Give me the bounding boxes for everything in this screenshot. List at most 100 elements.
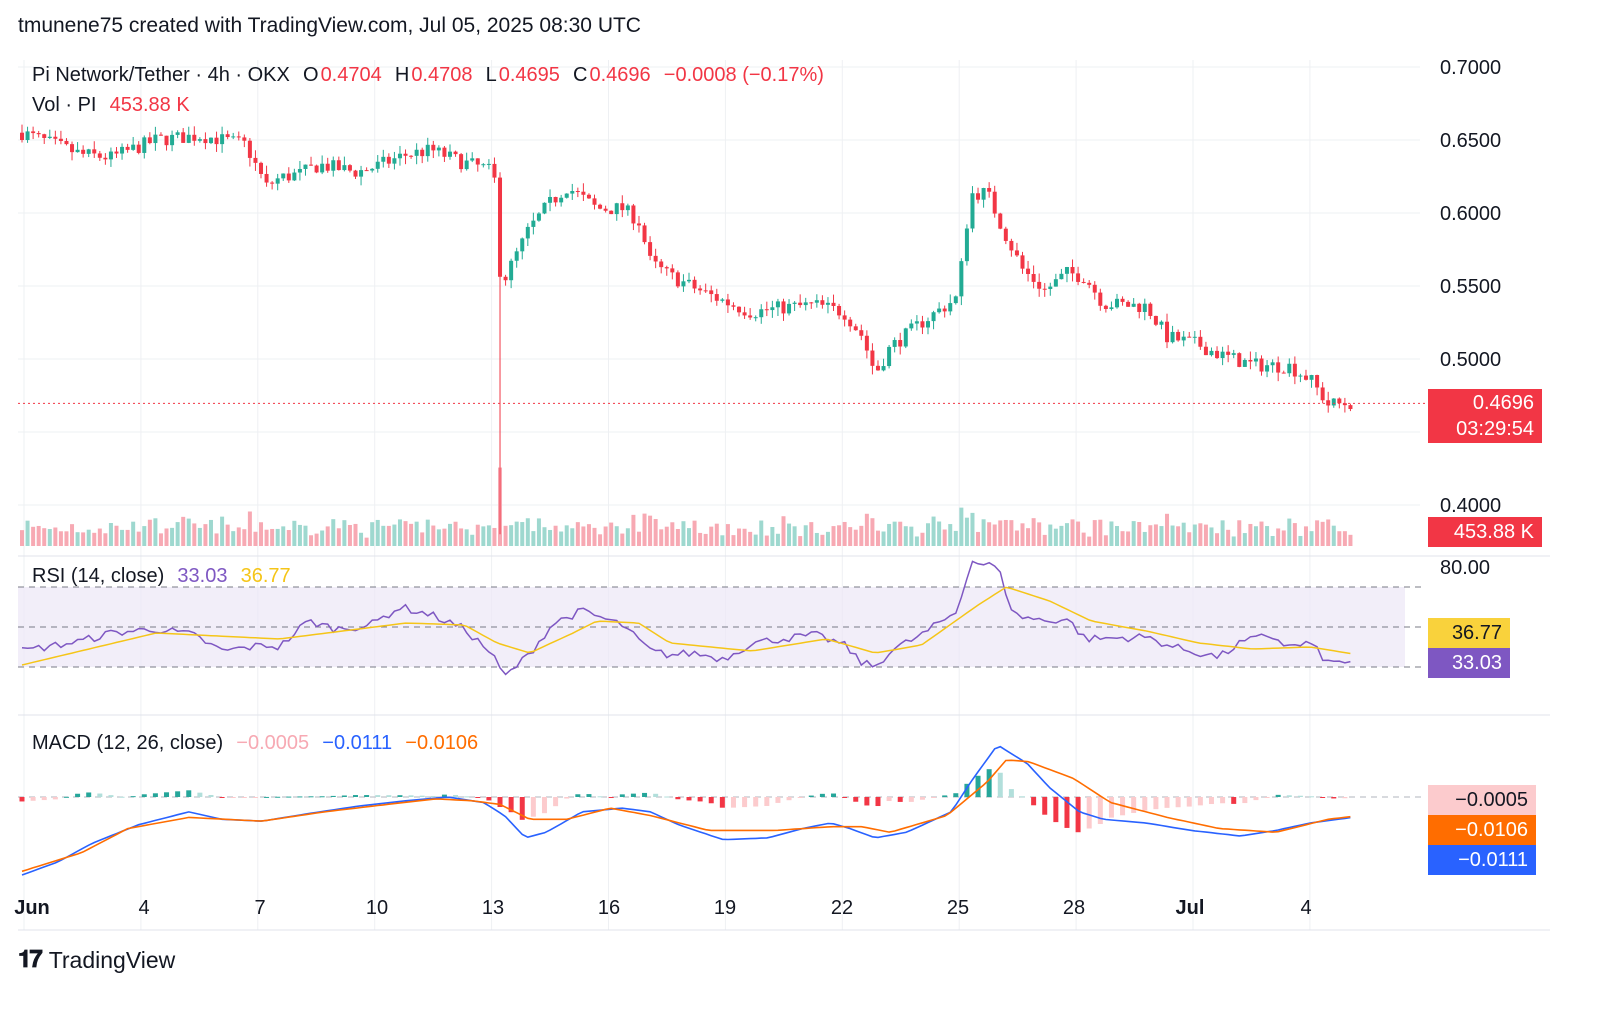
- candle-body: [903, 328, 908, 347]
- candle-body: [1276, 362, 1281, 373]
- volume-bar: [1031, 518, 1036, 546]
- macd-legend: MACD (12, 26, close) −0.0005 −0.0111 −0.…: [32, 732, 480, 755]
- macd-histogram-bar: [1186, 797, 1192, 807]
- candle-body: [598, 204, 603, 209]
- candle-body: [737, 306, 742, 313]
- volume-bar: [392, 524, 397, 546]
- candle-body: [987, 188, 992, 192]
- macd-histogram-bar: [1309, 796, 1315, 798]
- volume-bar: [431, 525, 436, 546]
- volume-bar: [998, 520, 1003, 546]
- candle-body: [825, 302, 830, 305]
- macd-histogram-bar: [653, 793, 659, 797]
- macd-histogram-bar: [1153, 797, 1159, 810]
- volume-value: 453.88 K: [109, 94, 190, 116]
- candle-body: [31, 131, 36, 134]
- volume-bar: [336, 528, 341, 546]
- volume-bar: [1309, 531, 1314, 546]
- open-value: 0.4704: [320, 64, 382, 86]
- macd-histogram-bar: [931, 797, 937, 798]
- volume-bar: [770, 527, 775, 546]
- volume-bar: [1014, 530, 1019, 546]
- candle-body: [514, 251, 519, 261]
- volume-bar: [425, 519, 430, 546]
- candle-body: [475, 158, 480, 165]
- macd-histogram-bar: [308, 796, 314, 798]
- volume-bar: [103, 533, 108, 546]
- price-tick-label: 0.5500: [1440, 276, 1501, 298]
- candle-body: [381, 156, 386, 162]
- candle-body: [720, 299, 725, 301]
- price-legend: Pi Network/Tether · 4h · OKX O 0.4704 H 0.…: [32, 64, 826, 87]
- candle-body: [231, 136, 236, 138]
- volume-bar: [164, 528, 169, 546]
- macd-histogram-bar: [1164, 797, 1170, 808]
- volume-bar: [281, 526, 286, 546]
- candle-body: [470, 158, 475, 161]
- candle-body: [375, 161, 380, 169]
- candle-body: [1326, 400, 1331, 406]
- brand-label[interactable]: TradingView: [48, 946, 176, 973]
- volume-bar: [976, 531, 981, 546]
- time-tick-label: 25: [947, 897, 969, 919]
- volume-label[interactable]: Vol · PI: [32, 94, 97, 116]
- macd-histogram-bar: [541, 797, 547, 814]
- candle-body: [1048, 286, 1053, 290]
- volume-bar: [420, 532, 425, 546]
- volume-bar: [86, 529, 91, 546]
- price-tick-label: 0.4000: [1440, 495, 1501, 517]
- candle-body: [292, 172, 297, 181]
- macd-histogram-bar: [408, 795, 414, 797]
- volume-bar: [364, 537, 369, 546]
- volume-bar: [864, 513, 869, 546]
- time-tick-label: Jul: [1176, 897, 1205, 919]
- candle-body: [414, 149, 419, 156]
- volume-bar: [175, 522, 180, 546]
- candle-body: [325, 163, 330, 171]
- macd-label[interactable]: MACD (12, 26, close): [32, 732, 224, 754]
- volume-bar: [1187, 532, 1192, 546]
- candle-body: [97, 153, 102, 158]
- volume-bar: [1053, 528, 1058, 546]
- macd-histogram-bar: [530, 797, 536, 817]
- volume-bar: [1176, 526, 1181, 546]
- volume-bar: [120, 529, 125, 546]
- volume-bar: [714, 523, 719, 546]
- volume-bar: [1220, 520, 1225, 546]
- volume-bar: [131, 521, 136, 546]
- volume-bar: [748, 531, 753, 546]
- volume-bar: [542, 527, 547, 546]
- candle-body: [1159, 321, 1164, 325]
- candle-body: [331, 160, 336, 171]
- macd-histogram-bar: [230, 797, 236, 798]
- candle-body: [147, 137, 152, 144]
- candle-body: [781, 301, 786, 314]
- volume-bar: [75, 532, 80, 546]
- change-value: −0.0008 (−0.17%): [663, 64, 824, 86]
- candle-body: [926, 321, 931, 328]
- volume-bar: [659, 529, 664, 546]
- rsi-label[interactable]: RSI (14, close): [32, 565, 165, 587]
- volume-bar: [642, 513, 647, 546]
- macd-histogram-bar: [175, 791, 181, 797]
- volume-bar: [1253, 526, 1258, 546]
- symbol-label[interactable]: Pi Network/Tether · 4h · OKX: [32, 64, 290, 86]
- volume-bar: [309, 535, 314, 546]
- volume-bar: [620, 533, 625, 546]
- candle-body: [486, 163, 491, 165]
- macd-histogram-bar: [1342, 797, 1348, 799]
- macd-histogram-bar: [664, 796, 670, 798]
- candle-body: [536, 213, 541, 221]
- volume-bar: [203, 524, 208, 546]
- volume-bar: [853, 529, 858, 546]
- volume-bar: [225, 524, 230, 546]
- candle-body: [798, 302, 803, 306]
- volume-bar: [603, 526, 608, 546]
- candle-body: [1131, 303, 1136, 307]
- volume-bar: [798, 536, 803, 546]
- candle-body: [659, 261, 664, 268]
- candle-body: [525, 226, 530, 239]
- candle-body: [703, 290, 708, 292]
- macd-histogram-bar: [319, 796, 325, 798]
